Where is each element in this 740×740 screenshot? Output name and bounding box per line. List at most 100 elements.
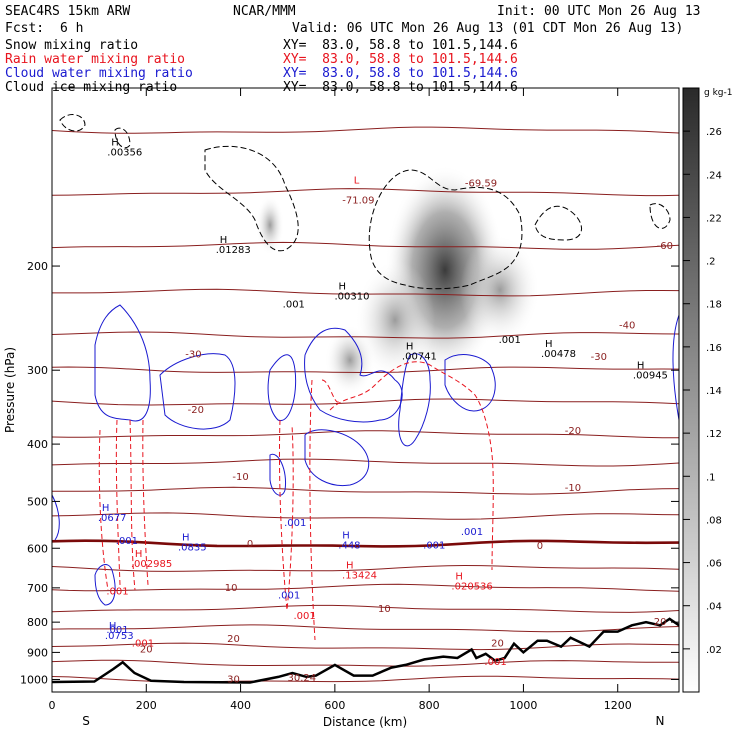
temperature-label: -30 <box>591 352 607 363</box>
snow-contour-1 <box>204 145 299 252</box>
colorbar-tick-label: .22 <box>706 213 722 224</box>
fcst-value: 6 h <box>60 21 84 36</box>
rain-max-label-marker: H <box>135 549 143 560</box>
cloud-ice-max-label-marker: H <box>111 137 119 148</box>
y-tick-label: 500 <box>27 495 48 508</box>
rain-contour-5 <box>278 419 294 611</box>
field-xy-rain: XY= 83.0, 58.8 to 101.5,144.6 <box>283 52 518 67</box>
model-title: SEAC4RS 15km ARW <box>5 4 131 19</box>
colorbar-tick-label: .1 <box>706 472 716 483</box>
rain-max-label: .020536 <box>451 582 492 593</box>
cloud-ice-max-label-marker: H <box>406 342 414 353</box>
rain-contour-label: .001 <box>484 657 506 668</box>
colorbar-tick-label: .06 <box>706 559 722 570</box>
isotherm <box>52 458 679 467</box>
cloud-water-max-label: .0753 <box>105 631 134 642</box>
snow-shade-right <box>460 235 540 345</box>
colorbar-tick-label: .12 <box>706 429 722 440</box>
isotherm <box>52 241 679 250</box>
snow-shade-small <box>256 195 284 255</box>
snow-shade-left <box>355 260 435 380</box>
x-tick-label: 0 <box>49 699 56 712</box>
field-xy-cloud-water: XY= 83.0, 58.8 to 101.5,144.6 <box>283 66 518 81</box>
cw-contour-9 <box>94 564 116 606</box>
cw-contour-7 <box>304 429 370 487</box>
x-axis: 0 200 400 600 800 1000 1200 <box>49 88 632 712</box>
isotherm-zero <box>52 539 679 548</box>
cw-contour-11 <box>672 314 679 421</box>
temperature-label: 30 <box>227 674 240 685</box>
colorbar-tick-label: .24 <box>706 170 722 181</box>
isotherm <box>52 624 679 633</box>
temperature-label: -60 <box>657 241 673 252</box>
snow-contour-label: .001 <box>283 299 305 310</box>
temperature-label: -40 <box>619 320 635 331</box>
temperature-label: -69.59 <box>465 178 497 189</box>
x-tick-label: 800 <box>419 699 440 712</box>
isotherm <box>52 659 679 667</box>
terrain-line <box>52 617 679 684</box>
y-tick-label: 400 <box>27 438 48 451</box>
temperature-label: 10 <box>225 583 238 594</box>
cloud-water-max-label-marker: H <box>102 503 110 514</box>
cloud-water-contour-label: .001 <box>461 527 483 538</box>
isotherm <box>52 564 679 572</box>
cloud-ice-max-label: .00310 <box>335 292 370 303</box>
fcst-label: Fcst: <box>5 21 45 36</box>
colorbar-ticks: .02 .04 .06 .08 .1 .12 .14 .16 .18 .2 .22 .24 .26 <box>683 127 722 656</box>
rain-contour-3 <box>129 419 136 591</box>
isotherm <box>52 604 679 613</box>
cloud-ice-max-label-marker: H <box>220 235 228 246</box>
isotherm <box>52 188 679 197</box>
cloud-ice-max-label-marker: H <box>339 282 347 293</box>
isotherm <box>52 331 679 339</box>
cloud-water-contour-label: .001 <box>278 591 300 602</box>
rain-contour-1 <box>98 429 109 591</box>
isotherm <box>52 288 679 297</box>
temperature-label: 0 <box>537 541 543 552</box>
isotherm <box>52 486 679 495</box>
isotherm <box>52 126 679 134</box>
snow-contour-label: .001 <box>499 335 521 346</box>
plot-frame <box>51 87 680 693</box>
snow-contour-5 <box>114 127 131 149</box>
rain-max-label: .13424 <box>342 571 377 582</box>
x-axis-right-end: N <box>656 714 665 728</box>
cw-contour-3 <box>267 354 297 421</box>
field-name-cloud-water: Cloud water mixing ratio <box>5 66 193 81</box>
cloud-water-max-label: .448 <box>338 540 360 551</box>
isotherm <box>52 366 679 374</box>
x-tick-label: 200 <box>136 699 157 712</box>
y-tick-label: 200 <box>27 260 48 273</box>
y-tick-label: 800 <box>27 616 48 629</box>
x-axis-label: Distance (km) <box>323 715 407 729</box>
rain-contour-4 <box>142 419 149 586</box>
y-tick-label: 900 <box>27 646 48 659</box>
temperature-label: 20 <box>227 634 240 645</box>
cw-contour-5 <box>398 353 431 447</box>
x-tick-label: 400 <box>230 699 251 712</box>
cloud-ice-max-label-marker: H <box>637 361 645 372</box>
valid-time: Valid: 06 UTC Mon 26 Aug 13 (01 CDT Mon … <box>292 21 684 36</box>
temperature-label: 0 <box>247 539 253 550</box>
temperature-label: 20 <box>654 617 667 628</box>
snow-contour-6 <box>649 203 671 229</box>
snow-shade-col <box>325 325 375 395</box>
y-axis-label: Pressure (hPa) <box>3 347 17 433</box>
org-label: NCAR/MMM <box>233 4 296 19</box>
cloud-water-contours <box>52 304 679 606</box>
temperature-label: -71.09 <box>342 196 374 207</box>
y-tick-label: 700 <box>27 582 48 595</box>
colorbar-tick-label: .02 <box>706 645 722 656</box>
rain-max-label-marker: H <box>346 561 354 572</box>
temperature-label: 10 <box>378 604 391 615</box>
rain-contours <box>98 361 494 641</box>
rain-contour-6 <box>309 379 316 641</box>
cloud-water-max-label: .0677 <box>98 513 127 524</box>
rain-contour-label: .001 <box>132 639 154 650</box>
rain-max-label: .002985 <box>131 559 172 570</box>
y-tick-label: 600 <box>27 542 48 555</box>
field-name-snow: Snow mixing ratio <box>5 38 139 53</box>
